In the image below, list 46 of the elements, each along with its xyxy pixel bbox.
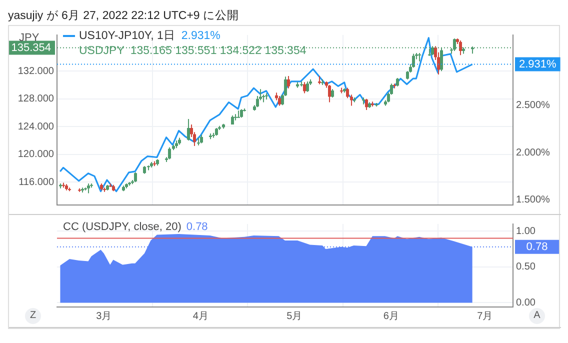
legend-label: USDJPY <box>79 45 124 57</box>
candlestick <box>328 84 331 103</box>
candlestick <box>87 182 90 194</box>
legend-label: US10Y-JP10Y, 1日 <box>79 30 176 42</box>
candlestick <box>278 96 281 106</box>
annotation: 2.931% <box>181 30 220 42</box>
y2-tick-label: 1.00 <box>516 226 536 237</box>
x-tick-label: 5月 <box>286 310 302 322</box>
y-tick-label: 132.000 <box>18 66 54 77</box>
x-tick-label: 4月 <box>192 310 208 322</box>
ref-line-label: 2.931% <box>519 58 557 70</box>
ref-line-label: 135.354 <box>11 42 51 54</box>
annotation: 0.78 <box>186 221 208 233</box>
y2-tick-label: 2.000% <box>516 147 550 158</box>
y2-tick-label: 0.50 <box>516 262 536 273</box>
candlestick <box>237 110 240 118</box>
text: A <box>529 308 545 324</box>
candlestick <box>187 118 190 141</box>
y-tick-label: 120.000 <box>18 149 54 160</box>
candlestick <box>287 75 290 89</box>
x-tick-label: 3月 <box>96 310 112 322</box>
candlestick <box>412 53 415 68</box>
y-tick-label: 116.000 <box>18 176 54 188</box>
candlestick <box>134 172 137 183</box>
x-tick-label: 6月 <box>383 310 399 322</box>
y2-tick-label: 2.500% <box>516 100 550 111</box>
candlestick <box>197 137 200 146</box>
candlestick <box>365 98 368 110</box>
candlestick <box>418 52 421 62</box>
ref-line-label: 0.78 <box>526 240 548 253</box>
candlestick <box>459 40 462 56</box>
y2-tick-label: 0.00 <box>516 297 536 308</box>
y2-tick-label: 1.500% <box>516 194 550 206</box>
annotation: 135.165 135.551 134.522 135.354 <box>130 45 306 57</box>
candlestick <box>303 82 306 94</box>
y-tick-label: 124.000 <box>18 121 54 132</box>
x-tick-label: 7月 <box>477 310 493 322</box>
chart-title: CC (USDJPY, close, 20) <box>63 221 182 233</box>
text: Z <box>25 308 41 324</box>
y-tick-label: 128.000 <box>18 94 54 105</box>
candlestick <box>168 146 171 160</box>
y-axis-title: JPY <box>19 32 40 44</box>
candlestick <box>306 80 309 92</box>
candlestick <box>346 87 349 99</box>
candlestick <box>340 87 343 94</box>
chart-title: yasujiy が 6月 27, 2022 22:12 UTC+9 に公開 <box>8 8 240 24</box>
